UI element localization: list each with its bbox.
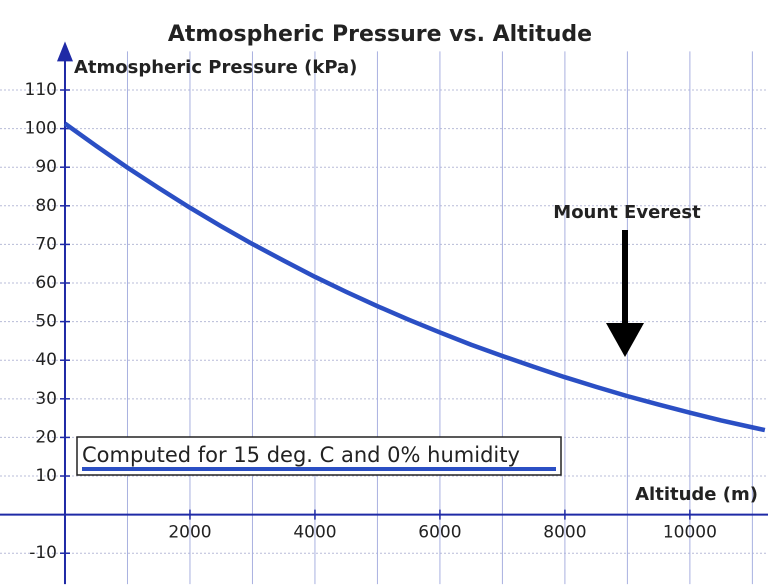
y-tick-label: 50 — [35, 312, 57, 332]
y-tick-label: 20 — [35, 427, 57, 447]
y-tick-label: 80 — [35, 196, 57, 216]
annotation: Mount Everest — [553, 202, 701, 223]
y-axis-title: Atmospheric Pressure (kPa) — [74, 57, 357, 78]
x-axis-title: Altitude (m) — [635, 484, 758, 505]
y-tick-label: 100 — [25, 119, 57, 139]
y-tick-label: 60 — [35, 273, 57, 293]
x-tick-label: 8000 — [543, 523, 586, 543]
line-series — [63, 121, 766, 433]
y-tick-label: 40 — [35, 350, 57, 370]
x-tick-label: 10000 — [663, 523, 717, 543]
annotation-arrow — [606, 230, 644, 357]
y-tick-label: 70 — [35, 234, 57, 254]
y-tick-label: -10 — [29, 543, 57, 563]
x-tick-label: 4000 — [293, 523, 336, 543]
y-tick-label: 110 — [25, 80, 57, 100]
y-tick-label: 30 — [35, 389, 57, 409]
x-tick-label: 2000 — [168, 523, 211, 543]
legend-label: Computed for 15 deg. C and 0% humidity — [82, 443, 520, 467]
y-tick-label: 90 — [35, 157, 57, 177]
legend: Computed for 15 deg. C and 0% humidity — [76, 436, 562, 476]
chart-title: Atmospheric Pressure vs. Altitude — [168, 22, 592, 47]
x-tick-label: 6000 — [418, 523, 461, 543]
y-tick-label: 10 — [35, 466, 57, 486]
